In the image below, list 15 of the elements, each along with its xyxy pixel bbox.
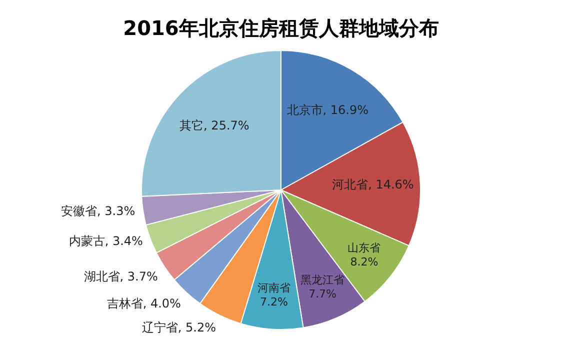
slice-label: 辽宁省, 5.2% [142, 320, 216, 335]
slice-label: 河南省 [258, 282, 291, 295]
slice-label: 内蒙古, 3.4% [68, 234, 143, 248]
data-label: 8.2% [350, 256, 378, 269]
slice-label: 河北省, 14.6% [332, 178, 414, 192]
data-label: 7.2% [260, 296, 288, 309]
slice-label: 北京市, 16.9% [286, 102, 369, 117]
slice-label: 吉林省, 4.0% [106, 296, 181, 311]
data-label: 7.7% [308, 287, 337, 300]
slice-label: 黑龙江省 [300, 273, 345, 286]
slice-label: 湖北省, 3.7% [84, 269, 158, 284]
slice-label: 山东省 [348, 242, 381, 255]
chart-title: 2016年北京住房租赁人群地域分布 [123, 16, 439, 40]
slice-label: 其它, 25.7% [180, 118, 250, 133]
slice-label: 安徽省, 3.3% [61, 204, 136, 218]
